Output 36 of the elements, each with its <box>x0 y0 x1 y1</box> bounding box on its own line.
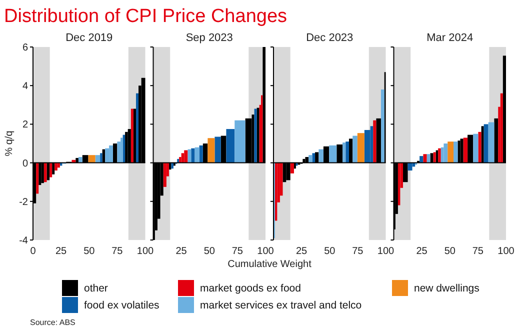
chart-subtitle: Dec 2023 <box>306 32 354 44</box>
x-tick-label: 25 <box>176 246 188 257</box>
x-tick-label: 50 <box>84 246 96 257</box>
y-tick-label: 2 <box>22 120 28 131</box>
x-tick-label: 75 <box>232 246 244 257</box>
chart-title: Distribution of CPI Price Changes <box>4 6 288 27</box>
legend-label: market services ex travel and telco <box>200 300 362 312</box>
x-tick-label: 100 <box>136 246 154 257</box>
source-note: Source: ABS <box>30 318 76 327</box>
y-tick-label: 4 <box>22 81 28 92</box>
x-tick-label: 50 <box>324 246 336 257</box>
legend-label: other <box>84 282 108 295</box>
chart-subtitle: Mar 2024 <box>426 32 474 44</box>
y-tick-label: -2 <box>19 196 28 208</box>
x-axis-title: Cumulative Weight <box>228 259 312 270</box>
x-tick-label: 50 <box>444 246 456 257</box>
y-axis-title: % q/q <box>4 130 15 156</box>
x-tick-label: 100 <box>377 246 395 257</box>
x-tick-label: 25 <box>416 246 428 257</box>
x-tick-label: 75 <box>112 246 124 257</box>
x-tick-label: 25 <box>56 246 68 257</box>
chart-subtitle: Dec 2019 <box>66 32 113 44</box>
x-tick-label: 25 <box>296 246 308 257</box>
x-tick-label: 75 <box>352 246 364 257</box>
x-tick-label: 75 <box>472 246 484 257</box>
chart-subtitle: Sep 2023 <box>186 32 233 44</box>
y-tick-label: -4 <box>19 236 28 246</box>
x-tick-label: 100 <box>257 246 274 257</box>
legend-label: market goods ex food <box>200 282 302 295</box>
x-tick-label: 50 <box>204 246 216 257</box>
y-tick-label: 6 <box>22 42 28 54</box>
x-tick-label: 0 <box>30 246 36 257</box>
x-tick-label: 100 <box>498 246 515 257</box>
legend-label: food ex volatiles <box>84 300 160 312</box>
legend-label: new dwellings <box>414 282 480 295</box>
y-tick-label: 0 <box>22 158 28 170</box>
